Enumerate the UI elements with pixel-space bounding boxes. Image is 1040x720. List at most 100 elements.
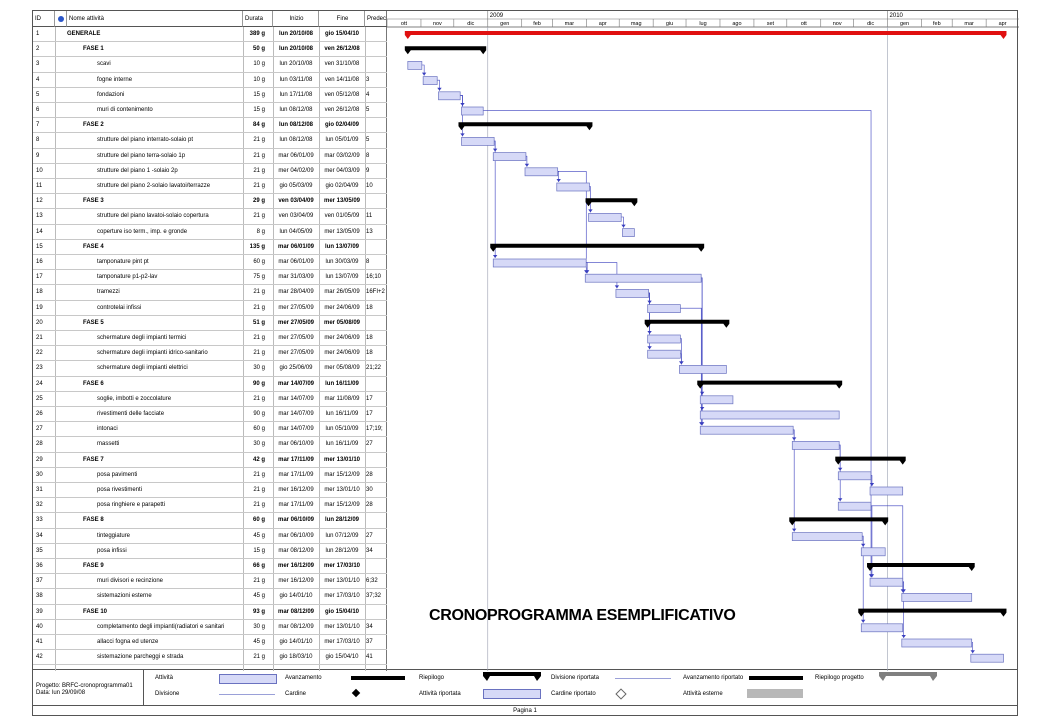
table-row[interactable]: 35 posa infissi 15 g mar 08/12/09 lun 28/12/… [33, 544, 387, 559]
table-row[interactable]: 13 strutture del piano lavatoi-solaio cop… [33, 209, 387, 225]
summary-bar [458, 122, 593, 131]
table-row[interactable]: 19 controtelai infissi 21 g mer 27/05/09 mer… [33, 301, 387, 316]
table-row[interactable]: 11 strutture del piano 2-solaio lavatoi/t… [33, 179, 387, 195]
table-row[interactable]: 40 completamento degli impianti(radiatori… [33, 620, 387, 635]
task-bar [584, 273, 702, 283]
table-row[interactable]: 9 strutture del piano terra-solaio 1p 21 g… [33, 149, 387, 164]
task-predecessors: 8 [366, 259, 370, 265]
task-name: schermature degli impianti termici [97, 335, 187, 341]
table-row[interactable]: 21 schermature degli impianti termici 21 g… [33, 331, 387, 347]
table-row[interactable]: 26 rivestimenti delle facciate 90 g mar 14/… [33, 407, 387, 423]
header-end[interactable]: Fine [319, 11, 365, 27]
header-id[interactable]: ID [33, 11, 55, 27]
task-table: ID Nome attività Durata Inizio Fine Pred… [33, 11, 387, 671]
task-id: 9 [36, 152, 40, 159]
table-row[interactable]: 3 scavi 10 g lun 20/10/08 ven 31/10/08 [33, 57, 387, 73]
task-duration: 135 g [249, 243, 265, 250]
table-row[interactable]: 8 strutture del piano interrato-solaio pt… [33, 133, 387, 149]
dependency-link [647, 292, 650, 334]
task-start: lun 08/12/08 [279, 137, 313, 144]
table-row[interactable]: 6 muri di contenimento 15 g lun 08/12/08 ven… [33, 103, 387, 119]
header-start[interactable]: Inizio [273, 11, 319, 27]
header-name[interactable]: Nome attività [67, 11, 243, 27]
table-row[interactable]: 30 posa pavimenti 21 g mar 17/11/09 mar 15/1… [33, 468, 387, 483]
task-name: strutture del piano interrato-solaio pt [97, 137, 194, 144]
table-row[interactable]: 39 FASE 10 93 g mar 08/12/09 gio 15/04/10 [33, 605, 387, 620]
table-row[interactable]: 4 fogne interne 10 g lun 03/11/08 ven 14/11/… [33, 73, 387, 88]
legend-project: Progetto: BRFC-cronoprogramma01 [36, 683, 133, 689]
task-end: ven 26/12/08 [324, 46, 360, 53]
table-row[interactable]: 22 schermature degli impianti idrico-sani… [33, 346, 387, 362]
legend-avanzamento-swatch [351, 676, 405, 680]
task-start: mer 16/12/09 [278, 487, 314, 493]
task-start: mar 06/10/09 [278, 441, 314, 448]
task-name: fondazioni [97, 91, 125, 98]
task-predecessors: 8 [366, 152, 370, 159]
task-predecessors: 30 [366, 487, 373, 493]
table-row[interactable]: 38 sistemazioni esterne 45 g gio 14/01/10 me… [33, 589, 387, 605]
task-id: 38 [36, 593, 43, 600]
table-row[interactable]: 29 FASE 7 42 g mar 17/11/09 mer 13/01/10 [33, 453, 387, 468]
task-bar [492, 258, 587, 268]
month-label: nov [433, 21, 442, 27]
task-name: coperture iso term., imp. e gronde [97, 228, 188, 235]
task-end: mer 04/03/09 [324, 167, 360, 174]
table-row[interactable]: 42 sistemazione parcheggi e strada 21 g gio… [33, 650, 387, 666]
task-id: 33 [36, 517, 43, 524]
summary-bar [644, 319, 730, 328]
table-row[interactable]: 28 massetti 30 g mar 06/10/09 lun 16/11/09 27 [33, 437, 387, 453]
table-row[interactable]: 27 intonaci 60 g mar 14/07/09 lun 05/10/09 17… [33, 422, 387, 438]
task-predecessors: 41 [366, 654, 373, 661]
task-name: FASE 8 [83, 517, 104, 524]
task-name: massetti [97, 441, 120, 448]
table-row[interactable]: 1 GENERALE 389 g lun 20/10/08 gio 15/04/10 [33, 27, 387, 43]
table-row[interactable]: 36 FASE 9 66 g mer 16/12/09 mer 17/03/10 [33, 559, 387, 575]
table-row[interactable]: 14 coperture iso term., imp. e gronde 8 g l… [33, 225, 387, 240]
table-row[interactable]: 31 posa rivestimenti 21 g mer 16/12/09 mer 1… [33, 483, 387, 499]
task-duration: 21 g [253, 335, 265, 341]
table-row[interactable]: 24 FASE 6 90 g mar 14/07/09 lun 16/11/09 [33, 377, 387, 392]
table-row[interactable]: 37 muri divisori e recinzione 21 g mer 16/1… [33, 574, 387, 590]
table-row[interactable]: 5 fondazioni 15 g lun 17/11/08 ven 05/12/08 4 [33, 88, 387, 103]
task-end: lun 28/12/09 [325, 547, 359, 554]
table-row[interactable]: 41 allacci fogna ed utenze 45 g gio 14/01/1… [33, 635, 387, 651]
task-name: posa pavimenti [97, 471, 138, 478]
task-name: strutture del piano lavatoi-solaio coper… [97, 213, 209, 220]
task-duration: 10 g [253, 76, 265, 83]
legend-divisione-swatch [219, 694, 275, 695]
task-id: 5 [36, 91, 40, 98]
table-row[interactable]: 20 FASE 5 51 g mer 27/05/09 mer 05/08/09 [33, 316, 387, 331]
table-row[interactable]: 2 FASE 1 50 g lun 20/10/08 ven 26/12/08 [33, 42, 387, 58]
task-id: 34 [36, 532, 43, 539]
task-end: mer 17/03/10 [324, 639, 360, 645]
legend-cardine-label: Cardine [285, 691, 307, 697]
table-row[interactable]: 12 FASE 3 29 g ven 03/04/09 mer 13/05/09 [33, 194, 387, 210]
table-row[interactable]: 32 posa ringhiere e parapetti 21 g mar 17/1… [33, 498, 387, 514]
table-row[interactable]: 15 FASE 4 135 g mar 06/01/09 lun 13/07/09 [33, 240, 387, 255]
header-duration[interactable]: Durata [243, 11, 273, 27]
table-row[interactable]: 18 tramezzi 21 g mar 28/04/09 mar 26/05/09 16… [33, 285, 387, 301]
header-pred[interactable]: Predec [365, 11, 387, 27]
legend-riepilogo-swatch [483, 672, 541, 681]
table-row[interactable]: 34 tinteggiature 45 g mar 06/10/09 lun 07/12… [33, 529, 387, 544]
table-row[interactable]: 23 schermature degli impianti elettrici 30… [33, 361, 387, 377]
table-row[interactable]: 25 soglie, imbotti e zoccolature 21 g mar 1… [33, 392, 387, 407]
task-id: 17 [36, 274, 43, 281]
task-id: 21 [36, 335, 43, 341]
task-duration: 42 g [252, 456, 265, 463]
task-name: FASE 10 [83, 608, 108, 615]
task-start: mer 27/05/09 [278, 350, 314, 357]
task-duration: 30 g [253, 441, 265, 448]
table-row[interactable]: 16 tamponature pint pt 60 g mar 06/01/09 lun… [33, 255, 387, 271]
table-row[interactable]: 10 strutture del piano 1 -solaio 2p 21 g me… [33, 164, 387, 179]
table-row[interactable]: 7 FASE 2 84 g lun 08/12/08 gio 02/04/09 [33, 118, 387, 134]
dependency-link [556, 171, 587, 274]
table-row[interactable]: 33 FASE 8 60 g mar 06/10/09 lun 28/12/09 [33, 513, 387, 529]
task-name: posa rivestimenti [97, 487, 143, 493]
info-header[interactable] [55, 11, 67, 27]
task-id: 19 [36, 304, 43, 311]
task-start: mar 08/12/09 [277, 608, 315, 615]
dependency-arrow [901, 635, 906, 638]
task-name: tamponature pint pt [97, 259, 149, 265]
table-row[interactable]: 17 tamponature p1-p2-lav 75 g mar 31/03/09 l… [33, 270, 387, 286]
